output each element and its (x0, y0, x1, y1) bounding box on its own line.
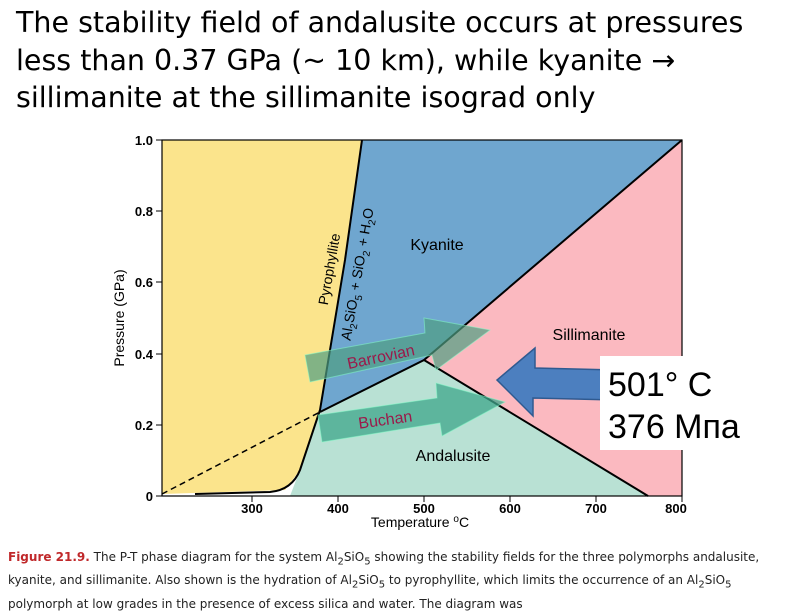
slide-title: The stability field of andalusite occurs… (16, 6, 744, 114)
x-tick-label: 500 (413, 501, 435, 516)
boundary (194, 139, 363, 495)
text-run: SiO (358, 573, 379, 588)
text-run: 5 (364, 556, 371, 568)
y-tick-label: 1.0 (135, 133, 153, 148)
y-ticks: 0 0.2 0.4 0.6 0.8 1.0 (135, 133, 154, 504)
ticks (156, 139, 683, 502)
text-run: 2 (351, 579, 359, 591)
text-run: O (359, 206, 377, 220)
callout-box (600, 356, 768, 450)
barrovian-arrow (304, 317, 492, 383)
figure-caption: Figure 21.9. The P-T phase diagram for t… (8, 548, 788, 614)
text-run: SiO (341, 298, 361, 324)
y-tick-label: 0.2 (135, 418, 153, 433)
reaction-label: Al2SiO5 + SiO2 + H2O (338, 206, 381, 342)
y-tick-label: 0.6 (135, 275, 153, 290)
buchan-arrow (317, 382, 507, 443)
region-label: Kyanite (410, 237, 463, 254)
text-run: C (459, 514, 469, 530)
text-run: 5 (725, 579, 732, 591)
diagram: 0 0.2 0.4 0.6 0.8 1.0 300 400 500 600 70… (111, 133, 768, 530)
text-run: Temperature (371, 514, 453, 530)
x-tick-label: 300 (241, 501, 263, 516)
caption-label: Figure 21.9. (8, 550, 90, 564)
text-run: The P-T phase diagram for the system Al (89, 550, 338, 564)
x-tick-label: 700 (585, 501, 607, 516)
region-pyrophyllite (162, 140, 362, 494)
region-label: Sillimanite (553, 327, 626, 344)
x-axis-label: Temperature oC (371, 514, 469, 530)
text-run: o (453, 514, 459, 525)
boundary (319, 139, 683, 497)
text-run: 5 (378, 579, 386, 591)
text-run: polymorph at low grades in the presence … (8, 596, 523, 611)
callout-text: 501° C (608, 366, 712, 404)
text-run: SiO (704, 573, 726, 588)
text-run: 2 (698, 579, 705, 591)
x-tick-label: 800 (665, 501, 687, 516)
page: 0 0.2 0.4 0.6 0.8 1.0 300 400 500 600 70… (8, 6, 768, 611)
text-run: to pyrophyllite, which limits the occurr… (385, 573, 699, 588)
y-axis-label: Pressure (GPa) (111, 269, 127, 366)
y-tick-label: 0.4 (135, 347, 154, 362)
text-run: + SiO (346, 254, 369, 296)
x-ticks: 300 400 500 600 700 800 (241, 501, 687, 516)
text-run: showing the stability fields for the thr… (8, 550, 760, 588)
region-andalusite (290, 360, 648, 496)
text-run: 2 (337, 556, 344, 568)
callout-text: 376 Мпа (608, 408, 740, 446)
text-run: + H (353, 223, 373, 251)
region-label: Andalusite (416, 448, 491, 465)
x-tick-label: 600 (499, 501, 521, 516)
text-run: 2 (367, 218, 379, 226)
text-run: 5 (354, 294, 366, 302)
plot-frame (161, 139, 683, 497)
x-tick-label: 400 (327, 501, 349, 516)
text-run: Al (338, 327, 356, 342)
text-run: SiO (343, 550, 365, 564)
y-tick-label: 0 (146, 489, 153, 504)
text-run: 2 (349, 322, 361, 330)
y-tick-label: 0.8 (135, 204, 153, 219)
text-run: 2 (361, 250, 373, 258)
